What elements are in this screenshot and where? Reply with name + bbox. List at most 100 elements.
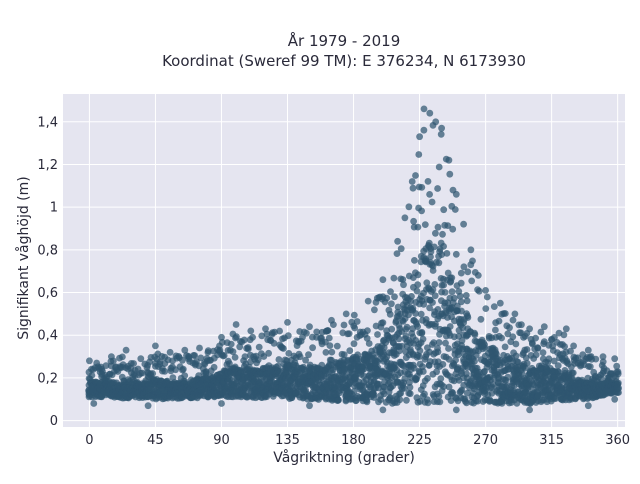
data-point — [350, 340, 358, 348]
data-point — [437, 375, 445, 382]
data-point — [119, 353, 126, 361]
data-point — [561, 343, 568, 350]
data-point — [130, 360, 138, 367]
data-point — [409, 305, 417, 312]
data-point — [504, 330, 512, 338]
data-point — [276, 327, 283, 335]
data-point — [265, 349, 272, 357]
x-tick-label: 135 — [275, 433, 300, 448]
data-point — [562, 325, 570, 333]
data-point — [495, 317, 503, 325]
data-point — [341, 367, 348, 375]
data-point — [350, 388, 358, 395]
data-point — [506, 324, 513, 332]
data-point — [218, 338, 226, 346]
data-point — [428, 198, 436, 206]
data-point — [504, 373, 512, 381]
data-point — [420, 105, 428, 113]
data-point — [451, 206, 459, 213]
data-point — [434, 223, 442, 231]
data-point — [445, 383, 453, 391]
data-point — [469, 257, 476, 265]
data-point — [284, 319, 291, 326]
data-point — [346, 347, 354, 355]
data-point — [374, 331, 381, 338]
data-point — [492, 348, 499, 356]
data-point — [511, 310, 519, 318]
data-point — [406, 383, 414, 391]
data-point — [342, 310, 350, 318]
data-point — [472, 397, 480, 405]
data-point — [399, 276, 407, 283]
data-point — [415, 151, 423, 158]
data-point — [218, 400, 225, 407]
data-point — [460, 220, 467, 228]
data-point — [448, 288, 456, 296]
data-point — [181, 346, 189, 354]
data-point — [413, 287, 421, 295]
data-point — [402, 326, 410, 333]
data-point — [122, 346, 130, 354]
data-point — [592, 355, 600, 363]
data-point — [144, 402, 152, 410]
data-point — [369, 390, 377, 398]
data-point — [93, 359, 101, 367]
data-point — [501, 310, 509, 317]
data-point — [387, 288, 394, 295]
data-point — [229, 348, 237, 356]
data-point — [390, 274, 398, 282]
y-tick-label: 1,4 — [37, 115, 58, 130]
data-point — [401, 214, 409, 222]
data-point — [388, 300, 395, 308]
data-point — [258, 332, 266, 340]
data-point — [613, 384, 621, 392]
data-point — [439, 361, 447, 368]
data-point — [379, 406, 387, 414]
data-point — [452, 250, 460, 258]
data-point — [247, 327, 255, 335]
y-tick-label: 1 — [50, 201, 58, 216]
data-point — [614, 389, 621, 396]
data-point — [584, 346, 592, 354]
data-point — [584, 402, 592, 410]
data-point — [90, 400, 98, 407]
data-point — [614, 370, 622, 378]
data-point — [227, 340, 235, 348]
data-point — [139, 369, 146, 377]
data-point — [326, 342, 334, 349]
data-point — [240, 336, 248, 344]
data-point — [406, 390, 414, 398]
data-point — [496, 299, 504, 307]
data-point — [545, 355, 553, 363]
data-point — [426, 109, 434, 117]
data-point — [391, 352, 398, 359]
data-point — [313, 328, 321, 336]
data-point — [383, 294, 391, 302]
data-point — [431, 281, 439, 288]
data-point — [149, 370, 157, 377]
data-point — [445, 345, 452, 352]
data-point — [419, 335, 427, 343]
data-point — [197, 354, 205, 362]
data-point — [378, 319, 385, 327]
data-point — [498, 334, 505, 342]
data-point — [325, 334, 333, 342]
data-point — [509, 333, 517, 341]
data-point — [424, 178, 432, 185]
x-tick-label: 180 — [341, 433, 366, 448]
data-point — [464, 312, 471, 320]
data-point — [393, 250, 401, 257]
data-point — [611, 395, 619, 403]
data-point — [405, 203, 413, 211]
data-points — [85, 105, 622, 414]
data-point — [424, 375, 431, 382]
data-point — [340, 321, 348, 329]
data-point — [382, 355, 389, 363]
data-point — [429, 299, 436, 306]
data-point — [501, 343, 509, 351]
data-point — [350, 311, 358, 319]
data-point — [435, 393, 443, 400]
data-point — [152, 342, 159, 350]
